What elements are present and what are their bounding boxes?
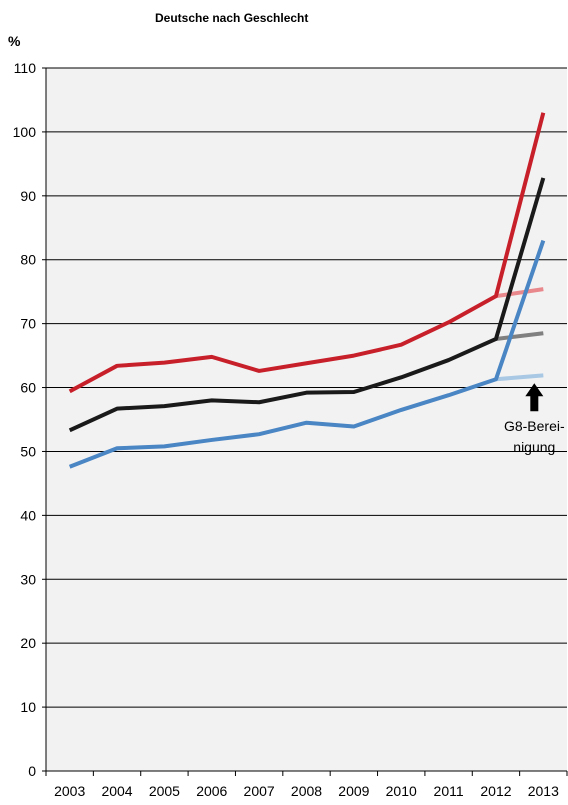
series-0-line	[68, 112, 546, 394]
y-tick-label: 0	[28, 763, 36, 779]
y-tick-label: 10	[20, 699, 36, 715]
x-tick-labels: 2003 2004 2005 2006 2007 2008 2009 2010 2011 2012…	[54, 783, 559, 799]
series-2-adjusted-line	[495, 373, 544, 382]
y-unit-label: %	[8, 33, 21, 49]
series-2-line	[68, 239, 546, 469]
y-tick-label: 30	[20, 571, 36, 587]
annotation-line-2: nigung	[513, 439, 555, 455]
x-tick-label: 2003	[54, 783, 85, 799]
series-1-adjusted-line	[495, 331, 544, 341]
x-tick-label: 2008	[291, 783, 322, 799]
x-tick-label: 2011	[434, 783, 464, 799]
y-tick-labels: 0 10 20 30 40 50 60 70 80 90 100 110	[13, 60, 37, 779]
y-tick-label: 100	[13, 124, 37, 140]
axes	[45, 68, 568, 776]
x-tick-label: 2009	[338, 783, 369, 799]
x-tick-label: 2013	[528, 783, 559, 799]
plot-area	[46, 68, 567, 771]
y-tick-label: 50	[20, 443, 36, 459]
x-tick-label: 2005	[149, 783, 180, 799]
up-arrow-icon	[525, 383, 544, 412]
y-tick-label: 60	[20, 380, 36, 396]
y-tick-label: 80	[20, 252, 36, 268]
series-1-line	[68, 177, 546, 433]
x-tick-label: 2007	[244, 783, 275, 799]
x-tick-label: 2006	[196, 783, 227, 799]
x-tick-label: 2010	[386, 783, 417, 799]
series-0-adjusted-line	[495, 287, 544, 299]
series-lines	[68, 112, 546, 469]
y-tick-label: 90	[20, 188, 36, 204]
y-tick-label: 40	[20, 507, 36, 523]
y-tick-label: 70	[20, 316, 36, 332]
grid-lines	[42, 67, 567, 772]
annotation-line-1: G8-Berei-	[504, 418, 565, 434]
y-tick-label: 110	[14, 60, 37, 76]
chart-title: Deutsche nach Geschlecht	[155, 11, 308, 25]
x-tick-label: 2012	[480, 783, 511, 799]
x-tick-label: 2004	[101, 783, 132, 799]
y-tick-label: 20	[20, 635, 36, 651]
g8-annotation: G8-Berei- nigung	[504, 383, 565, 455]
